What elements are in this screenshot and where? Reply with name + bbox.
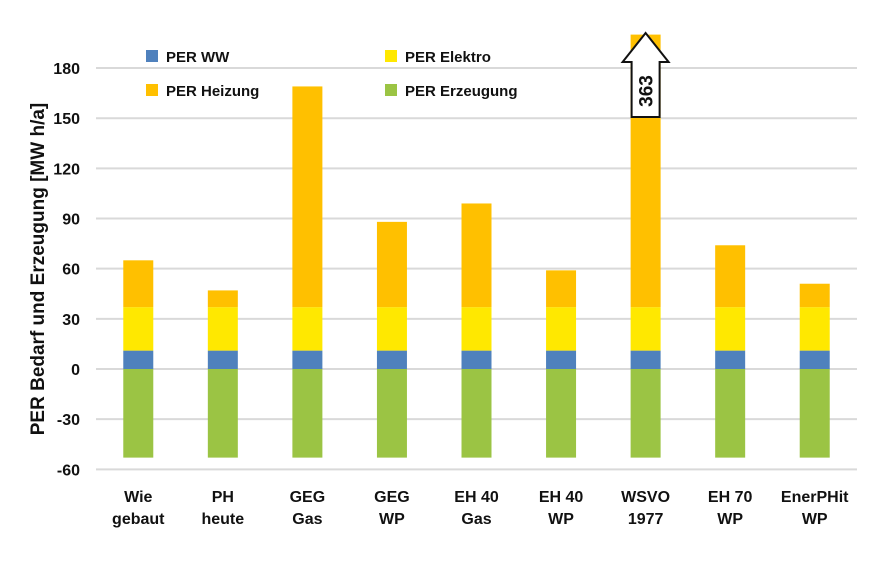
- bar-per-heizung: [461, 203, 492, 308]
- bar-per-heizung: [799, 283, 830, 308]
- bar-per-erzeugung: [461, 369, 492, 458]
- x-tick-label: WP: [548, 511, 574, 528]
- bar-per-ww: [207, 350, 238, 369]
- bar-per-elektro: [123, 307, 154, 351]
- x-tick-label: 1977: [628, 511, 664, 528]
- bar-per-elektro: [292, 307, 323, 351]
- legend-label: PER Heizung: [166, 83, 259, 100]
- bar-per-ww: [546, 350, 577, 369]
- bar-per-erzeugung: [292, 369, 323, 458]
- x-tick-label: gebaut: [112, 511, 165, 528]
- x-tick-label: Gas: [461, 511, 491, 528]
- x-tick-label: PH: [212, 489, 234, 506]
- y-axis-label: PER Bedarf und Erzeugung [MW h/a]: [28, 103, 49, 436]
- annotation-label: 363: [637, 75, 658, 107]
- bar-per-elektro: [799, 307, 830, 351]
- bar-per-elektro: [461, 307, 492, 351]
- bar-per-ww: [630, 350, 661, 369]
- y-tick-label: -60: [57, 462, 80, 479]
- y-tick-label: 180: [53, 61, 80, 78]
- bar-per-heizung: [546, 270, 577, 308]
- annotation-arrow: 363: [620, 31, 671, 118]
- bar-per-heizung: [123, 260, 154, 308]
- y-tick-label: 0: [71, 362, 80, 379]
- x-tick-label: WP: [802, 511, 828, 528]
- y-tick-label: 90: [62, 212, 80, 229]
- bar-per-ww: [715, 350, 746, 369]
- x-tick-label: EnerPHit: [781, 489, 849, 506]
- x-tick-label: Wie: [124, 489, 152, 506]
- legend-label: PER Elektro: [405, 49, 491, 66]
- bar-per-ww: [292, 350, 323, 369]
- bar-per-elektro: [376, 307, 407, 351]
- x-tick-label: EH 70: [708, 489, 753, 506]
- bar-per-elektro: [207, 307, 238, 351]
- y-tick-label: 120: [53, 161, 80, 178]
- y-tick-label: 150: [53, 111, 80, 128]
- bar-per-ww: [123, 350, 154, 369]
- up-arrow-icon: [620, 31, 671, 118]
- legend-swatch: [146, 84, 158, 96]
- bar-per-elektro: [546, 307, 577, 351]
- y-tick-label: 60: [62, 262, 80, 279]
- legend-label: PER WW: [166, 49, 230, 66]
- y-axis-ticks: -60 -30 0 30 60 90 120 150 180: [53, 61, 80, 479]
- legend-swatch: [385, 84, 397, 96]
- bar-per-heizung: [207, 290, 238, 308]
- legend: PER WW PER Elektro PER Heizung PER Erzeugun…: [146, 49, 518, 100]
- bar-per-ww: [461, 350, 492, 369]
- x-tick-label: GEG: [290, 489, 326, 506]
- legend-swatch: [385, 50, 397, 62]
- bar-per-ww: [799, 350, 830, 369]
- x-tick-label: WP: [379, 511, 405, 528]
- bar-per-erzeugung: [376, 369, 407, 458]
- bar-per-elektro: [630, 307, 661, 351]
- bar-per-ww: [376, 350, 407, 369]
- y-tick-label: -30: [57, 412, 80, 429]
- x-axis-ticks: Wie gebaut PH heute GEG Gas GEG WP EH 40 Gas EH 40…: [112, 489, 849, 528]
- bar-per-erzeugung: [630, 369, 661, 458]
- bars: [123, 34, 830, 458]
- bar-per-heizung: [376, 221, 407, 308]
- bar-per-erzeugung: [123, 369, 154, 458]
- x-tick-label: WSVO: [621, 489, 670, 506]
- x-tick-label: EH 40: [454, 489, 499, 506]
- legend-swatch: [146, 50, 158, 62]
- bar-per-elektro: [715, 307, 746, 351]
- y-tick-label: 30: [62, 312, 80, 329]
- x-tick-label: Gas: [292, 511, 322, 528]
- bar-per-heizung: [292, 86, 323, 308]
- bar-per-erzeugung: [546, 369, 577, 458]
- bar-per-erzeugung: [207, 369, 238, 458]
- x-tick-label: WP: [717, 511, 743, 528]
- x-tick-label: GEG: [374, 489, 410, 506]
- x-tick-label: heute: [201, 511, 244, 528]
- x-tick-label: EH 40: [539, 489, 584, 506]
- bar-per-heizung: [715, 245, 746, 308]
- legend-label: PER Erzeugung: [405, 83, 518, 100]
- bar-per-erzeugung: [715, 369, 746, 458]
- bar-per-erzeugung: [799, 369, 830, 458]
